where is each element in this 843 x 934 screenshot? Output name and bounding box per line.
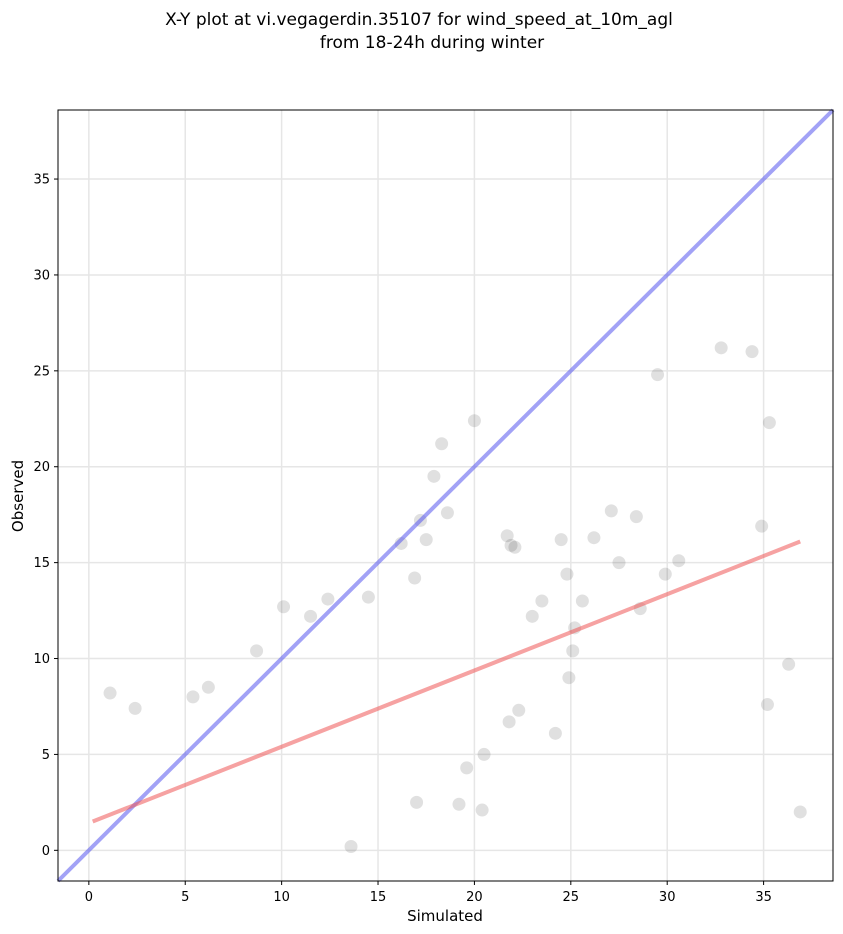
data-point xyxy=(793,805,807,819)
chart-title-line-1: X-Y plot at vi.vegagerdin.35107 for wind… xyxy=(165,10,673,30)
data-point xyxy=(201,680,215,694)
regression-line xyxy=(91,539,801,824)
data-point xyxy=(587,531,601,545)
data-point xyxy=(304,609,318,623)
axis-ticks: 0 5 10 15 20 25 30 35 0 5 10 15 20 25 30 35 xyxy=(33,173,771,905)
data-point xyxy=(502,715,516,729)
y-axis-label: Observed xyxy=(9,460,27,532)
data-point xyxy=(500,529,514,543)
grid-lines xyxy=(58,110,833,881)
chart-title-line-2: from 18-24h during winter xyxy=(320,33,544,53)
data-point xyxy=(760,698,774,712)
x-tick-label: 0 xyxy=(85,890,93,905)
data-point xyxy=(344,839,358,853)
data-point xyxy=(435,437,449,451)
data-point xyxy=(419,533,433,547)
data-point xyxy=(658,567,672,581)
data-point xyxy=(452,797,466,811)
data-points xyxy=(103,341,807,853)
x-tick-label: 20 xyxy=(466,890,483,905)
data-point xyxy=(629,510,643,524)
data-point xyxy=(762,416,776,430)
y-tick-label: 25 xyxy=(33,364,50,379)
data-point xyxy=(562,671,576,685)
data-point xyxy=(361,590,375,604)
data-point xyxy=(745,345,759,359)
x-tick-label: 30 xyxy=(659,890,676,905)
y-tick-label: 10 xyxy=(33,652,50,667)
data-point xyxy=(782,657,796,671)
data-point xyxy=(755,519,769,533)
data-point xyxy=(504,538,518,552)
x-axis-label: Simulated xyxy=(407,907,483,925)
data-point xyxy=(560,567,574,581)
data-point xyxy=(525,609,539,623)
y-tick-label: 30 xyxy=(33,268,50,283)
data-point xyxy=(467,414,481,428)
identity-line xyxy=(56,108,835,883)
x-tick-label: 10 xyxy=(273,890,290,905)
data-point xyxy=(427,469,441,483)
chart-title: X-Y plot at vi.vegagerdin.35107 for wind… xyxy=(165,10,673,53)
data-point xyxy=(128,701,142,715)
data-point xyxy=(277,600,291,614)
data-point xyxy=(604,504,618,518)
x-tick-label: 35 xyxy=(755,890,772,905)
y-tick-label: 5 xyxy=(42,748,50,763)
plot-frame xyxy=(57,109,834,882)
data-point xyxy=(554,533,568,547)
x-tick-label: 25 xyxy=(563,890,580,905)
data-point xyxy=(321,592,335,606)
reference-lines xyxy=(56,108,835,883)
data-point xyxy=(651,368,665,382)
data-point xyxy=(512,703,526,717)
data-point xyxy=(714,341,728,355)
data-point xyxy=(508,540,522,554)
data-point xyxy=(186,690,200,704)
data-point xyxy=(410,795,424,809)
x-tick-label: 5 xyxy=(181,890,189,905)
y-tick-label: 35 xyxy=(33,173,50,188)
data-point xyxy=(408,571,422,585)
data-point xyxy=(612,556,626,570)
y-tick-label: 15 xyxy=(33,556,50,571)
y-tick-label: 20 xyxy=(33,460,50,475)
data-point xyxy=(548,726,562,740)
data-point xyxy=(103,686,117,700)
data-point xyxy=(475,803,489,817)
data-point xyxy=(672,554,686,568)
data-point xyxy=(477,747,491,761)
y-tick-label: 0 xyxy=(42,844,50,859)
data-point xyxy=(440,506,454,520)
x-tick-label: 15 xyxy=(370,890,387,905)
data-point xyxy=(250,644,264,658)
data-point xyxy=(566,644,580,658)
data-point xyxy=(575,594,589,608)
data-point xyxy=(460,761,474,775)
data-point xyxy=(535,594,549,608)
